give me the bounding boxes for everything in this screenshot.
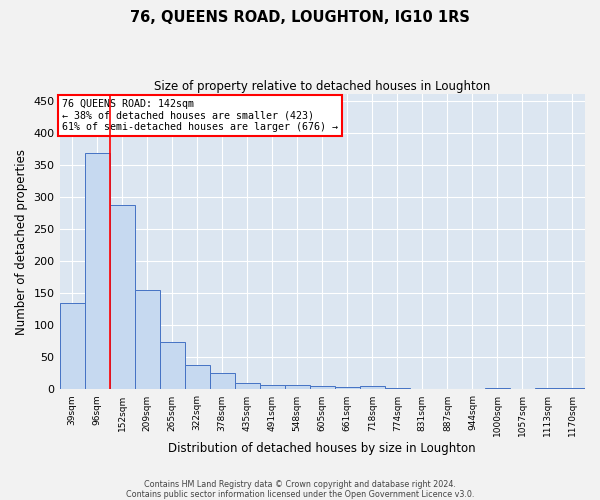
Y-axis label: Number of detached properties: Number of detached properties [15, 149, 28, 335]
Bar [209, 374, 235, 390]
Text: 76 QUEENS ROAD: 142sqm
← 38% of detached houses are smaller (423)
61% of semi-de: 76 QUEENS ROAD: 142sqm ← 38% of detached… [62, 98, 338, 132]
Bar [335, 387, 360, 390]
Bar [310, 386, 335, 390]
Bar [59, 303, 85, 390]
Bar [134, 290, 160, 390]
Bar [260, 385, 285, 390]
Bar [385, 388, 410, 390]
Bar [85, 153, 110, 390]
Bar [360, 386, 385, 390]
Text: Contains HM Land Registry data © Crown copyright and database right 2024.
Contai: Contains HM Land Registry data © Crown c… [126, 480, 474, 499]
Bar [110, 204, 134, 390]
Text: 76, QUEENS ROAD, LOUGHTON, IG10 1RS: 76, QUEENS ROAD, LOUGHTON, IG10 1RS [130, 10, 470, 25]
Bar [285, 385, 310, 390]
X-axis label: Distribution of detached houses by size in Loughton: Distribution of detached houses by size … [169, 442, 476, 455]
Bar [560, 388, 585, 390]
Bar [485, 388, 510, 390]
Bar [185, 365, 209, 390]
Title: Size of property relative to detached houses in Loughton: Size of property relative to detached ho… [154, 80, 490, 93]
Bar [535, 388, 560, 390]
Bar [235, 383, 260, 390]
Bar [160, 342, 185, 390]
